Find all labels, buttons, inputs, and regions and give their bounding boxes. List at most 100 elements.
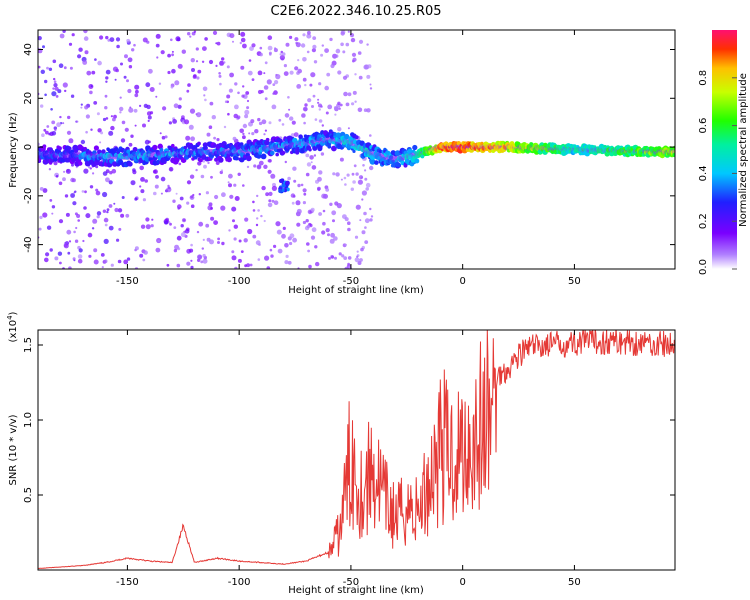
noise-mark: [177, 63, 183, 69]
noise-mark: [104, 223, 108, 227]
noise-mark: [337, 127, 342, 132]
noise-mark: [317, 101, 320, 104]
noise-mark: [354, 257, 360, 263]
noise-mark: [55, 95, 59, 98]
noise-mark: [58, 181, 63, 186]
ridge-mark: [234, 156, 239, 161]
noise-mark: [216, 138, 220, 142]
noise-mark: [196, 230, 200, 234]
noise-mark: [242, 123, 248, 129]
ridge-mark: [226, 156, 232, 163]
noise-mark: [133, 108, 138, 113]
y-tick-label: -40: [23, 236, 34, 252]
noise-mark: [90, 85, 93, 88]
ridge-mark: [300, 141, 307, 147]
noise-mark: [369, 83, 372, 86]
noise-mark: [59, 261, 62, 265]
noise-mark: [256, 194, 259, 198]
noise-mark: [364, 226, 367, 229]
noise-mark: [181, 218, 187, 223]
noise-mark: [267, 35, 273, 40]
noise-mark: [264, 97, 268, 101]
noise-mark: [237, 258, 242, 263]
ridge-mark: [270, 150, 275, 156]
noise-mark: [303, 107, 308, 112]
noise-mark: [116, 44, 120, 49]
noise-mark: [357, 107, 363, 113]
noise-mark: [55, 175, 59, 178]
noise-mark: [210, 207, 214, 210]
ridge-mark: [322, 130, 329, 136]
noise-mark: [176, 263, 181, 268]
colorbar-label: Normalized spectral amplitude: [738, 73, 749, 227]
noise-mark: [281, 52, 286, 56]
noise-mark: [322, 209, 326, 213]
noise-mark: [347, 127, 350, 130]
snr-frame: [37, 329, 676, 571]
noise-mark: [310, 207, 315, 212]
noise-mark: [57, 251, 63, 256]
noise-mark: [208, 202, 213, 207]
noise-mark: [272, 83, 276, 86]
ridge-mark: [308, 148, 312, 152]
snr-y-axis-label: SNR (10 * v/v): [8, 414, 19, 485]
noise-mark: [361, 198, 364, 201]
noise-mark: [160, 50, 165, 55]
noise-mark: [96, 211, 102, 216]
noise-mark: [89, 185, 94, 189]
noise-mark: [270, 254, 274, 258]
ridge-mark: [289, 140, 293, 144]
noise-mark: [81, 190, 85, 193]
ridge-mark: [198, 158, 203, 163]
noise-mark: [99, 141, 102, 144]
noise-mark: [297, 59, 300, 62]
noise-mark: [116, 238, 120, 242]
noise-mark: [65, 168, 71, 174]
noise-mark: [205, 223, 210, 228]
noise-mark: [144, 179, 148, 183]
noise-mark: [104, 94, 108, 98]
ridge-halo-mark: [147, 151, 154, 159]
noise-mark: [342, 75, 348, 80]
noise-mark: [56, 122, 61, 128]
secondary-feature-mark: [281, 183, 286, 188]
noise-mark: [46, 225, 52, 230]
noise-mark: [364, 240, 369, 245]
spectrogram-x-ticks: -150 -100 -50 0 50: [116, 30, 581, 287]
noise-mark: [134, 124, 137, 127]
noise-mark: [231, 206, 237, 212]
noise-mark: [240, 31, 246, 37]
noise-mark: [197, 69, 202, 74]
noise-mark: [155, 33, 161, 39]
noise-mark: [197, 161, 202, 166]
ridge-mark: [206, 149, 211, 154]
noise-mark: [145, 82, 151, 88]
noise-mark: [179, 196, 184, 201]
noise-mark: [195, 113, 198, 116]
noise-mark: [246, 99, 250, 103]
noise-mark: [347, 227, 351, 232]
noise-mark: [261, 185, 266, 191]
noise-mark: [147, 115, 152, 120]
noise-mark: [44, 79, 48, 84]
noise-mark: [103, 238, 109, 244]
noise-mark: [223, 61, 226, 64]
noise-mark: [217, 237, 221, 241]
noise-mark: [311, 165, 317, 170]
ridge-mark: [265, 137, 270, 142]
noise-mark: [53, 80, 57, 83]
noise-mark: [357, 51, 362, 55]
noise-mark: [289, 35, 293, 40]
noise-mark: [51, 120, 56, 125]
noise-mark: [321, 230, 326, 235]
noise-mark: [231, 250, 235, 254]
noise-mark: [145, 217, 150, 222]
noise-mark: [244, 114, 249, 119]
ridge-mark: [191, 145, 198, 151]
noise-mark: [329, 37, 333, 42]
noise-mark: [107, 39, 111, 42]
noise-mark: [105, 177, 110, 183]
noise-mark: [287, 260, 292, 265]
noise-mark: [312, 36, 317, 40]
noise-mark: [117, 259, 122, 264]
